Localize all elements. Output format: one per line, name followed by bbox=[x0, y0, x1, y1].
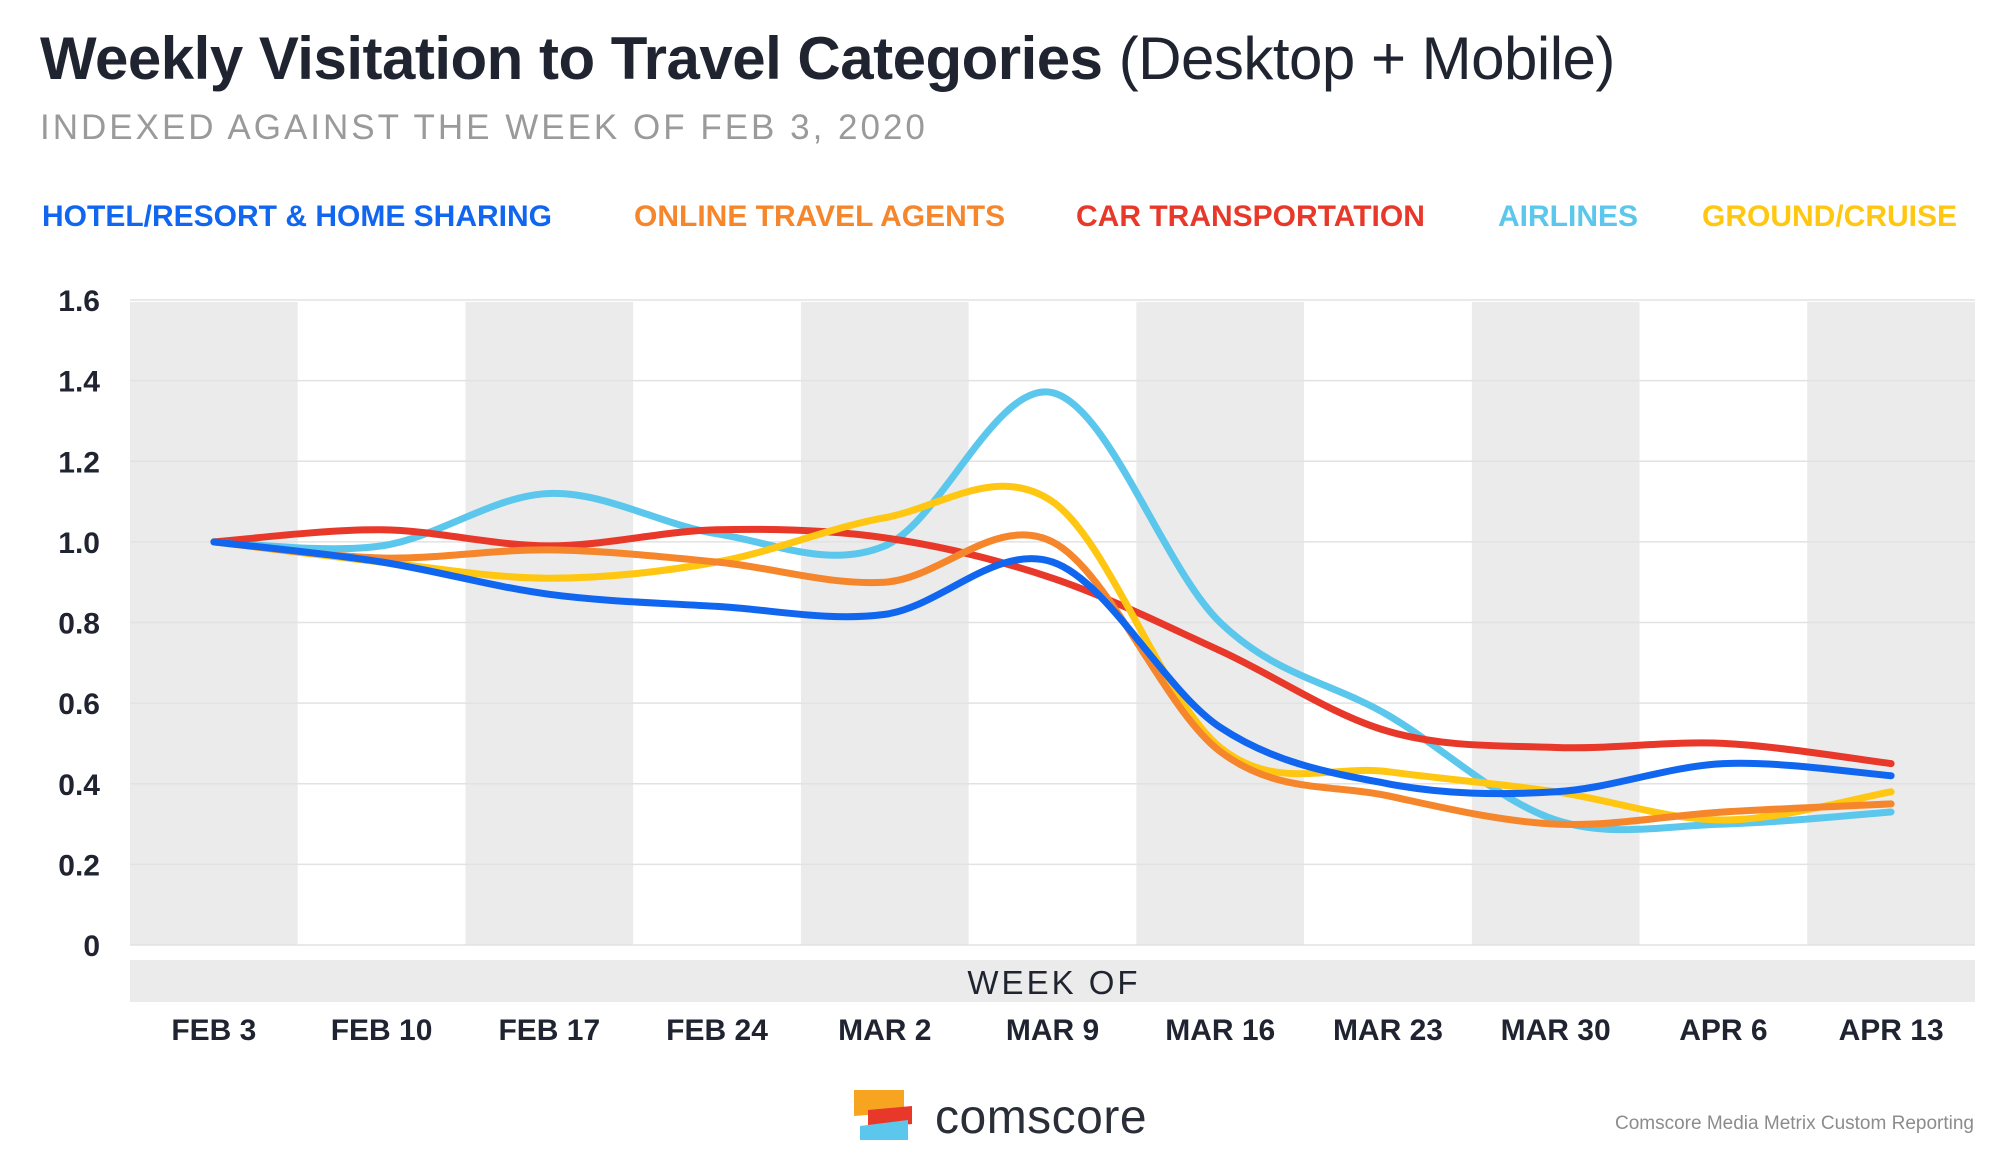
legend-item-airlines: AIRLINES bbox=[1498, 200, 1638, 234]
y-tick-label: 1.6 bbox=[58, 285, 100, 318]
comscore-brand: comscore bbox=[935, 1091, 1148, 1144]
legend-label-hotel: HOTEL/RESORT & HOME SHARING bbox=[42, 200, 553, 233]
x-axis-ticks: FEB 3 FEB 10 FEB 17 FEB 24 MAR 2 MAR 9 MAR 16 M… bbox=[171, 1014, 1943, 1047]
y-gridlines bbox=[130, 299, 1975, 946]
y-tick-label: 0.6 bbox=[58, 688, 100, 721]
x-tick-label: FEB 3 bbox=[171, 1014, 256, 1047]
week-band bbox=[800, 302, 969, 945]
chart-title-bold: Weekly Visitation to Travel Categories bbox=[40, 25, 1103, 92]
week-band bbox=[130, 302, 298, 945]
legend-label-online-travel-agents: ONLINE TRAVEL AGENTS bbox=[634, 200, 1006, 233]
chart-title-light: (Desktop + Mobile) bbox=[1118, 25, 1616, 92]
legend-label-ground-cruise: GROUND/CRUISE bbox=[1702, 200, 1958, 233]
legend-item-hotel: HOTEL/RESORT & HOME SHARING bbox=[42, 200, 552, 234]
y-tick-label: 0 bbox=[83, 930, 100, 963]
legend-item-online-travel-agents: ONLINE TRAVEL AGENTS bbox=[634, 200, 1005, 234]
alternating-week-bands bbox=[130, 302, 1975, 945]
x-tick-label: MAR 30 bbox=[1501, 1014, 1611, 1047]
x-tick-label: APR 6 bbox=[1679, 1014, 1767, 1047]
legend-label-airlines: AIRLINES bbox=[1498, 200, 1639, 233]
x-tick-label: FEB 10 bbox=[331, 1014, 433, 1047]
series-line-online-travel-agents bbox=[210, 531, 1895, 828]
x-tick-label: APR 13 bbox=[1839, 1014, 1944, 1047]
comscore-logo-icon bbox=[854, 1090, 912, 1140]
x-tick-label: MAR 9 bbox=[1006, 1014, 1099, 1047]
week-band bbox=[1471, 302, 1640, 945]
legend-label-car-transportation: CAR TRANSPORTATION bbox=[1076, 200, 1425, 233]
series-line-ground-cruise bbox=[210, 482, 1895, 824]
series-lines bbox=[210, 388, 1895, 834]
x-tick-label: MAR 16 bbox=[1165, 1014, 1275, 1047]
x-axis-title: WEEK OF bbox=[967, 964, 1140, 1001]
series-line-hotel-resort-home-sharing bbox=[210, 538, 1895, 798]
legend-item-car-transportation: CAR TRANSPORTATION bbox=[1076, 200, 1425, 234]
x-tick-label: FEB 17 bbox=[498, 1014, 600, 1047]
x-tick-label: MAR 23 bbox=[1333, 1014, 1443, 1047]
y-tick-label: 0.8 bbox=[58, 608, 100, 641]
week-band bbox=[1807, 302, 1975, 945]
x-tick-label: MAR 2 bbox=[838, 1014, 931, 1047]
x-axis-band bbox=[130, 960, 1975, 1002]
legend-item-ground-cruise: GROUND/CRUISE bbox=[1702, 200, 1957, 234]
y-axis-ticks: 0 0.2 0.4 0.6 0.8 1.0 1.2 1.4 1.6 bbox=[58, 285, 100, 963]
chart-title: Weekly Visitation to Travel Categories (… bbox=[40, 24, 1615, 93]
x-tick-label: FEB 24 bbox=[666, 1014, 768, 1047]
y-tick-label: 1.4 bbox=[58, 366, 100, 399]
series-line-car-transportation bbox=[210, 525, 1895, 768]
y-tick-label: 0.2 bbox=[58, 849, 100, 882]
y-tick-label: 1.0 bbox=[58, 527, 100, 560]
chart-subtitle: INDEXED AGAINST THE WEEK OF FEB 3, 2020 bbox=[40, 108, 928, 147]
week-band bbox=[465, 302, 634, 945]
y-tick-label: 0.4 bbox=[58, 769, 100, 802]
source-note: Comscore Media Metrix Custom Reporting bbox=[1614, 1113, 1974, 1134]
y-tick-label: 1.2 bbox=[58, 446, 100, 479]
